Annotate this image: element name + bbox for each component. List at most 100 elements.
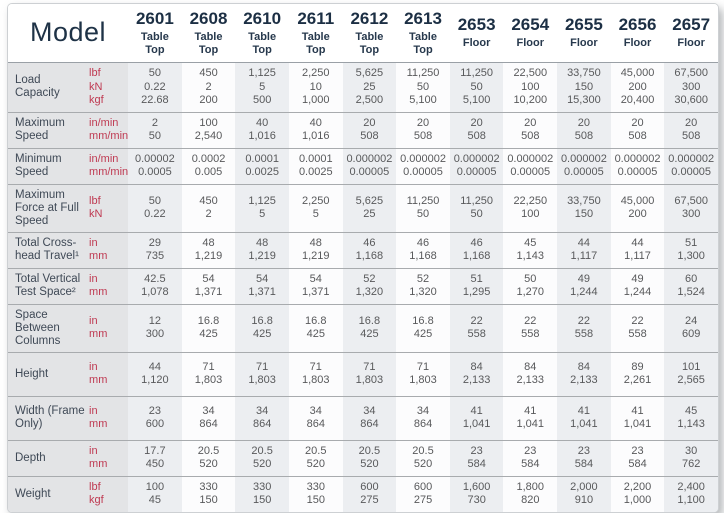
model-number: 2611 [297, 9, 335, 28]
spec-value: 1,320 [355, 286, 384, 298]
model-header-2608: 2608 Table Top [181, 4, 236, 63]
spec-value: 558 [467, 328, 486, 340]
spec-value: 0.22 [144, 80, 166, 93]
spec-value: 0.00005 [349, 166, 390, 178]
spec-value: 2,133 [570, 374, 598, 386]
value-cell-2655: 33,750 150 15,300 [557, 62, 611, 112]
model-type-label: Floor [462, 37, 491, 50]
value-cell-2654: 45 1,143 [503, 232, 558, 268]
row-label: Maximum Speed [8, 112, 90, 148]
model-number: 2613 [404, 9, 442, 28]
spec-value: 425 [413, 328, 433, 340]
spec-value: 1,125 [248, 194, 276, 207]
spec-value: 34 [309, 404, 322, 417]
row-total-vertical-test-space: Total Vertical Test Space² in mm 42.5 1,078 5… [8, 268, 718, 304]
value-cell-2654: 50 1,270 [503, 268, 558, 304]
unit-label: kN [89, 208, 103, 220]
value-cell-2655: 20 508 [557, 112, 611, 148]
spec-value: 200 [628, 80, 647, 93]
spec-value: 0.0025 [298, 166, 333, 178]
spec-value: 23 [577, 444, 591, 457]
value-cell-2653: 0.000002 0.00005 [449, 148, 504, 184]
value-cell-2656: 23 584 [610, 440, 665, 476]
spec-value: 50 [416, 80, 430, 93]
spec-value: 2,133 [516, 374, 545, 386]
spec-value: 0.00005 [617, 166, 658, 178]
spec-value: 275 [413, 494, 433, 506]
spec-value: 1,295 [462, 286, 491, 298]
spec-value: 1,600 [462, 480, 491, 493]
spec-value: 44 [577, 236, 591, 249]
spec-value: 20 [631, 116, 644, 129]
spec-value: 33,750 [567, 67, 601, 79]
spec-value: 200 [199, 94, 218, 106]
spec-value: 22 [524, 314, 537, 327]
spec-value: 600 [413, 480, 433, 493]
value-cell-2654: 41 1,041 [503, 396, 558, 440]
spec-value: 11,250 [460, 194, 494, 207]
spec-value: 450 [145, 458, 165, 470]
header-row: Model 2601 Table Top 2608 Table Top 2610 Table… [8, 4, 718, 63]
spec-value: 1,016 [248, 130, 276, 142]
spec-value: 84 [524, 360, 537, 373]
value-cell-2653: 22 558 [449, 304, 504, 352]
value-cell-2608: 48 1,219 [181, 232, 236, 268]
spec-value: 584 [574, 458, 594, 470]
spec-value: 0.00005 [456, 166, 497, 178]
value-cell-2656: 89 2,261 [610, 352, 665, 396]
row-width-frame-only: Width (Frame Only) in mm 23 600 34 864 34 864 34 8… [8, 396, 718, 440]
value-cell-2657: 30 762 [664, 440, 718, 476]
spec-value: 150 [199, 494, 218, 506]
spec-value: 50 [148, 194, 162, 207]
spec-value: 1,219 [194, 250, 223, 262]
value-cell-2657: 67,500 300 30,600 [664, 62, 718, 112]
spec-value: 41 [470, 404, 483, 417]
value-cell-2611: 16.8 425 [288, 304, 343, 352]
value-cell-2654: 22,250 100 [503, 184, 558, 232]
spec-value: 5,100 [462, 94, 491, 106]
value-cell-2611: 2,250 5 [288, 184, 343, 232]
model-number: 2608 [189, 9, 228, 28]
value-cell-2653: 41 1,041 [449, 396, 504, 440]
model-type-label: Table Top [140, 31, 169, 56]
value-cell-2601: 12 300 [128, 304, 182, 352]
spec-value: 71 [202, 360, 215, 373]
spec-value: 84 [470, 360, 483, 373]
spec-value: 425 [306, 328, 325, 340]
spec-value: 50 [416, 208, 430, 220]
spec-value: 46 [416, 236, 430, 249]
spec-value: 1,803 [248, 374, 276, 386]
model-number: 2601 [135, 9, 174, 28]
spec-value: 2,000 [570, 480, 598, 493]
spec-value: 1,100 [677, 494, 705, 506]
spec-value: 17.7 [144, 444, 166, 457]
spec-value: 44 [148, 360, 162, 373]
spec-value: 52 [363, 272, 376, 285]
unit-labels: lbf kN [89, 184, 129, 232]
value-cell-2613: 20 508 [396, 112, 450, 148]
model-header-2610: 2610 Table Top [235, 4, 289, 63]
spec-value: 520 [199, 458, 218, 470]
spec-value: 558 [521, 328, 540, 340]
spec-value: 0.000002 [614, 152, 661, 165]
row-minimum-speed: Minimum Speed in/min mm/min 0.00002 0.0005 0.… [8, 148, 718, 184]
value-cell-2657: 0.000002 0.00005 [664, 148, 718, 184]
spec-value: 558 [628, 328, 647, 340]
spec-value: 0.0005 [138, 166, 172, 178]
value-cell-2654: 20 508 [503, 112, 558, 148]
unit-label: kgf [89, 94, 104, 106]
spec-value: 84 [577, 360, 591, 373]
spec-value: 5 [312, 208, 319, 220]
spec-value: 34 [363, 404, 376, 417]
spec-value: 29 [148, 236, 162, 249]
unit-labels: in mm [89, 232, 129, 268]
spec-value: 42.5 [144, 272, 166, 285]
spec-value: 735 [145, 250, 165, 262]
value-cell-2655: 22 558 [557, 304, 611, 352]
spec-value: 500 [252, 94, 272, 106]
spec-value: 609 [681, 328, 701, 340]
value-cell-2613: 20.5 520 [396, 440, 450, 476]
spec-value: 2,133 [462, 374, 491, 386]
model-number: 2656 [618, 15, 657, 35]
spec-value: 600 [145, 418, 165, 430]
